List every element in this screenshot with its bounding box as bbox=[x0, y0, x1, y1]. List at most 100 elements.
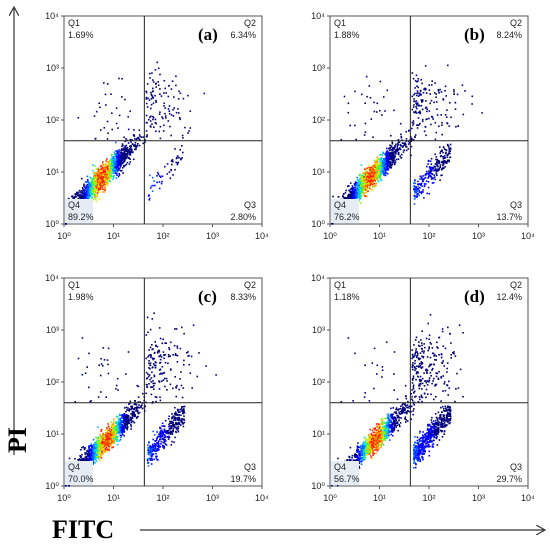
event-dot bbox=[121, 155, 123, 158]
event-dot bbox=[442, 99, 445, 101]
event-dot bbox=[100, 179, 102, 182]
event-dot bbox=[379, 169, 382, 172]
event-dot bbox=[115, 177, 118, 179]
event-dot bbox=[157, 449, 159, 451]
event-dot bbox=[167, 120, 170, 122]
event-dot bbox=[367, 180, 370, 182]
event-dot bbox=[157, 67, 160, 70]
event-dot bbox=[367, 182, 370, 184]
event-dot bbox=[95, 183, 98, 185]
event-dot bbox=[100, 363, 103, 365]
event-dot bbox=[414, 192, 416, 194]
event-dot bbox=[111, 112, 113, 114]
event-dot bbox=[157, 171, 159, 174]
event-dot bbox=[119, 156, 121, 158]
event-dot bbox=[419, 175, 422, 177]
event-dot bbox=[88, 352, 90, 355]
event-dot bbox=[83, 198, 86, 200]
event-dot bbox=[380, 179, 383, 182]
event-dot bbox=[422, 91, 425, 94]
event-dot bbox=[390, 167, 393, 169]
event-dot bbox=[419, 92, 421, 95]
q4-label-backdrop bbox=[65, 199, 93, 223]
event-dot bbox=[445, 95, 447, 97]
event-dot bbox=[112, 175, 115, 178]
event-dot bbox=[457, 125, 459, 127]
event-dot bbox=[154, 341, 156, 343]
event-dot bbox=[166, 389, 168, 391]
event-dot bbox=[177, 108, 179, 110]
event-dot bbox=[90, 190, 93, 192]
event-dot bbox=[448, 125, 451, 127]
event-dot bbox=[99, 173, 101, 175]
quadrant-name-q2: Q2 bbox=[510, 18, 522, 28]
event-dot bbox=[160, 427, 162, 430]
event-dot bbox=[130, 421, 133, 424]
event-dot bbox=[129, 419, 132, 422]
event-dot bbox=[107, 347, 110, 350]
event-dot bbox=[107, 372, 110, 375]
event-dot bbox=[103, 178, 106, 180]
event-dot bbox=[366, 180, 368, 182]
event-dot bbox=[88, 386, 90, 389]
event-dot bbox=[99, 374, 102, 377]
x-tick-label: 10⁰ bbox=[323, 231, 337, 241]
event-dot bbox=[430, 178, 433, 180]
event-dot bbox=[423, 178, 425, 180]
event-dot bbox=[78, 196, 81, 198]
event-dot bbox=[127, 142, 130, 144]
event-dot bbox=[168, 347, 170, 349]
event-dot bbox=[150, 377, 153, 379]
event-dot bbox=[403, 143, 406, 145]
event-dot bbox=[387, 152, 389, 154]
event-dot bbox=[95, 443, 97, 446]
event-dot bbox=[122, 144, 124, 147]
event-dot bbox=[420, 192, 423, 195]
event-dot bbox=[426, 192, 428, 195]
event-dot bbox=[125, 154, 127, 157]
event-dot bbox=[160, 176, 162, 178]
event-dot bbox=[389, 161, 392, 163]
event-dot bbox=[355, 192, 358, 194]
event-dot bbox=[98, 191, 101, 193]
event-dot bbox=[116, 377, 119, 380]
event-dot bbox=[176, 384, 178, 387]
event-dot bbox=[367, 167, 370, 170]
event-dot bbox=[136, 409, 139, 412]
event-dot bbox=[151, 190, 154, 192]
event-dot bbox=[136, 138, 138, 140]
event-dot bbox=[416, 80, 418, 83]
event-dot bbox=[397, 143, 399, 145]
event-dot bbox=[439, 164, 442, 166]
event-dot bbox=[94, 445, 96, 448]
event-dot bbox=[387, 159, 389, 162]
event-dot bbox=[422, 189, 424, 191]
event-dot bbox=[139, 135, 141, 138]
event-dot bbox=[120, 164, 122, 167]
event-dot bbox=[362, 184, 365, 186]
event-dot bbox=[113, 162, 116, 164]
event-dot bbox=[125, 144, 128, 147]
event-dot bbox=[102, 433, 104, 435]
event-dot bbox=[102, 178, 104, 181]
event-dot bbox=[142, 142, 144, 145]
event-dot bbox=[108, 163, 111, 165]
event-dot bbox=[178, 156, 180, 159]
event-dot bbox=[182, 412, 184, 415]
event-dot bbox=[362, 178, 364, 181]
event-dot bbox=[380, 157, 382, 160]
event-dot bbox=[108, 165, 111, 168]
event-dot bbox=[161, 342, 164, 345]
event-dot bbox=[88, 447, 90, 449]
event-dot bbox=[103, 167, 105, 169]
event-dot bbox=[367, 173, 370, 175]
event-dot bbox=[431, 173, 433, 175]
event-dot bbox=[123, 150, 125, 152]
event-dot bbox=[410, 140, 412, 142]
event-dot bbox=[138, 404, 140, 406]
event-dot bbox=[349, 198, 352, 200]
event-dot bbox=[413, 98, 415, 100]
event-dot bbox=[378, 167, 381, 169]
event-dot bbox=[102, 191, 104, 193]
event-dot bbox=[442, 146, 445, 149]
